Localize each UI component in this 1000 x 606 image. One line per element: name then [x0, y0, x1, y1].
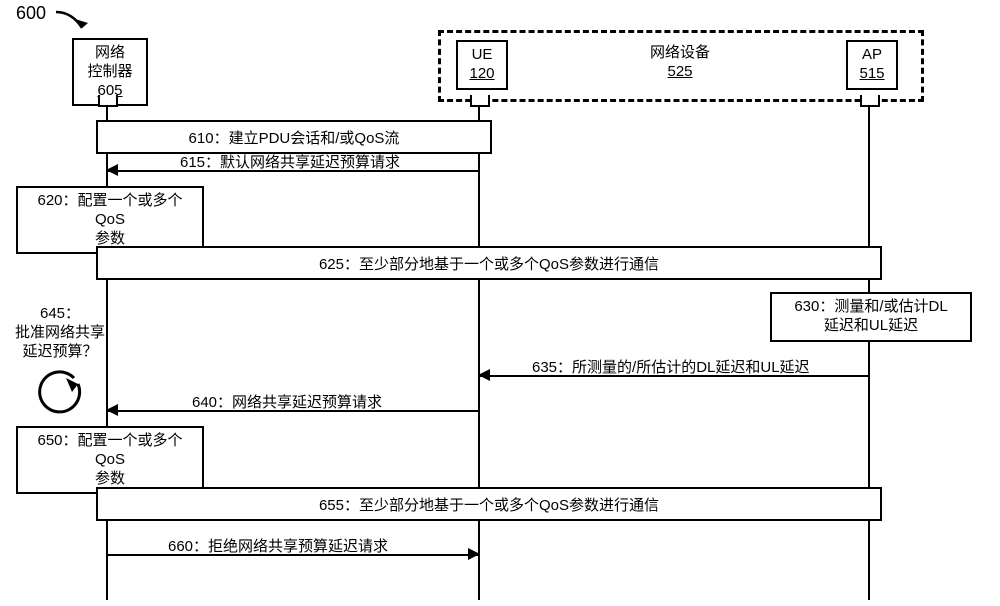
label-615: 615：默认网络共享延迟预算请求 [180, 151, 400, 172]
arrow-660-head [468, 548, 480, 560]
bar-610: 610：建立PDU会话和/或QoS流 [96, 120, 492, 154]
label-645-l2: 批准网络共享 [15, 324, 105, 341]
group-title: 网络设备 [620, 44, 740, 63]
participant-ue-id: 120 [468, 65, 496, 84]
arrow-635-head [478, 369, 490, 381]
label-620-l1: 620：配置一个或多个QoS [37, 192, 182, 228]
label-620-l2: 参数 [95, 230, 125, 247]
label-660: 660：拒绝网络共享预算延迟请求 [168, 535, 388, 556]
group-id: 525 [620, 63, 740, 82]
note-645: 645： 批准网络共享 延迟预算？ [12, 305, 108, 361]
activation-controller [98, 95, 118, 107]
label-610: 610：建立PDU会话和/或QoS流 [189, 127, 400, 148]
self-loop-icon [28, 368, 94, 426]
activation-ap [860, 95, 880, 107]
label-645-l1: 645： [40, 305, 80, 322]
participant-controller-title1: 网络 [84, 44, 136, 63]
participant-ue-title: UE [468, 46, 496, 65]
arrow-640-head [106, 404, 118, 416]
proc-620: 620：配置一个或多个QoS 参数 [16, 186, 204, 254]
label-650-l1: 650：配置一个或多个QoS [37, 432, 182, 468]
label-645-l3: 延迟预算？ [22, 343, 97, 360]
activation-ue [470, 95, 490, 107]
bar-655: 655：至少部分地基于一个或多个QoS参数进行通信 [96, 487, 882, 521]
participant-ap-id: 515 [858, 65, 886, 84]
arrow-615-head [106, 164, 118, 176]
proc-650: 650：配置一个或多个QoS 参数 [16, 426, 204, 494]
label-650-l2: 参数 [95, 470, 125, 487]
label-635: 635：所测量的/所估计的DL延迟和UL延迟 [532, 356, 810, 377]
label-630-l2: 延迟和UL延迟 [824, 317, 918, 334]
participant-controller-title2: 控制器 [84, 63, 136, 82]
label-655: 655：至少部分地基于一个或多个QoS参数进行通信 [319, 494, 659, 515]
label-625: 625：至少部分地基于一个或多个QoS参数进行通信 [319, 253, 659, 274]
lifeline-ap [868, 95, 870, 600]
figure-arrow-icon [54, 8, 104, 42]
label-640: 640：网络共享延迟预算请求 [192, 391, 382, 412]
label-630-l1: 630：测量和/或估计DL [794, 298, 947, 315]
participant-ue: UE 120 [456, 40, 508, 90]
figure-number: 600 [16, 3, 46, 24]
group-label: 网络设备 525 [620, 44, 740, 82]
participant-ap: AP 515 [846, 40, 898, 90]
bar-625: 625：至少部分地基于一个或多个QoS参数进行通信 [96, 246, 882, 280]
sequence-diagram: 600 网络 控制器 605 UE 120 网络设备 525 AP 515 61… [0, 0, 1000, 606]
lifeline-ue [478, 95, 480, 600]
participant-ap-title: AP [858, 46, 886, 65]
proc-630: 630：测量和/或估计DL 延迟和UL延迟 [770, 292, 972, 342]
